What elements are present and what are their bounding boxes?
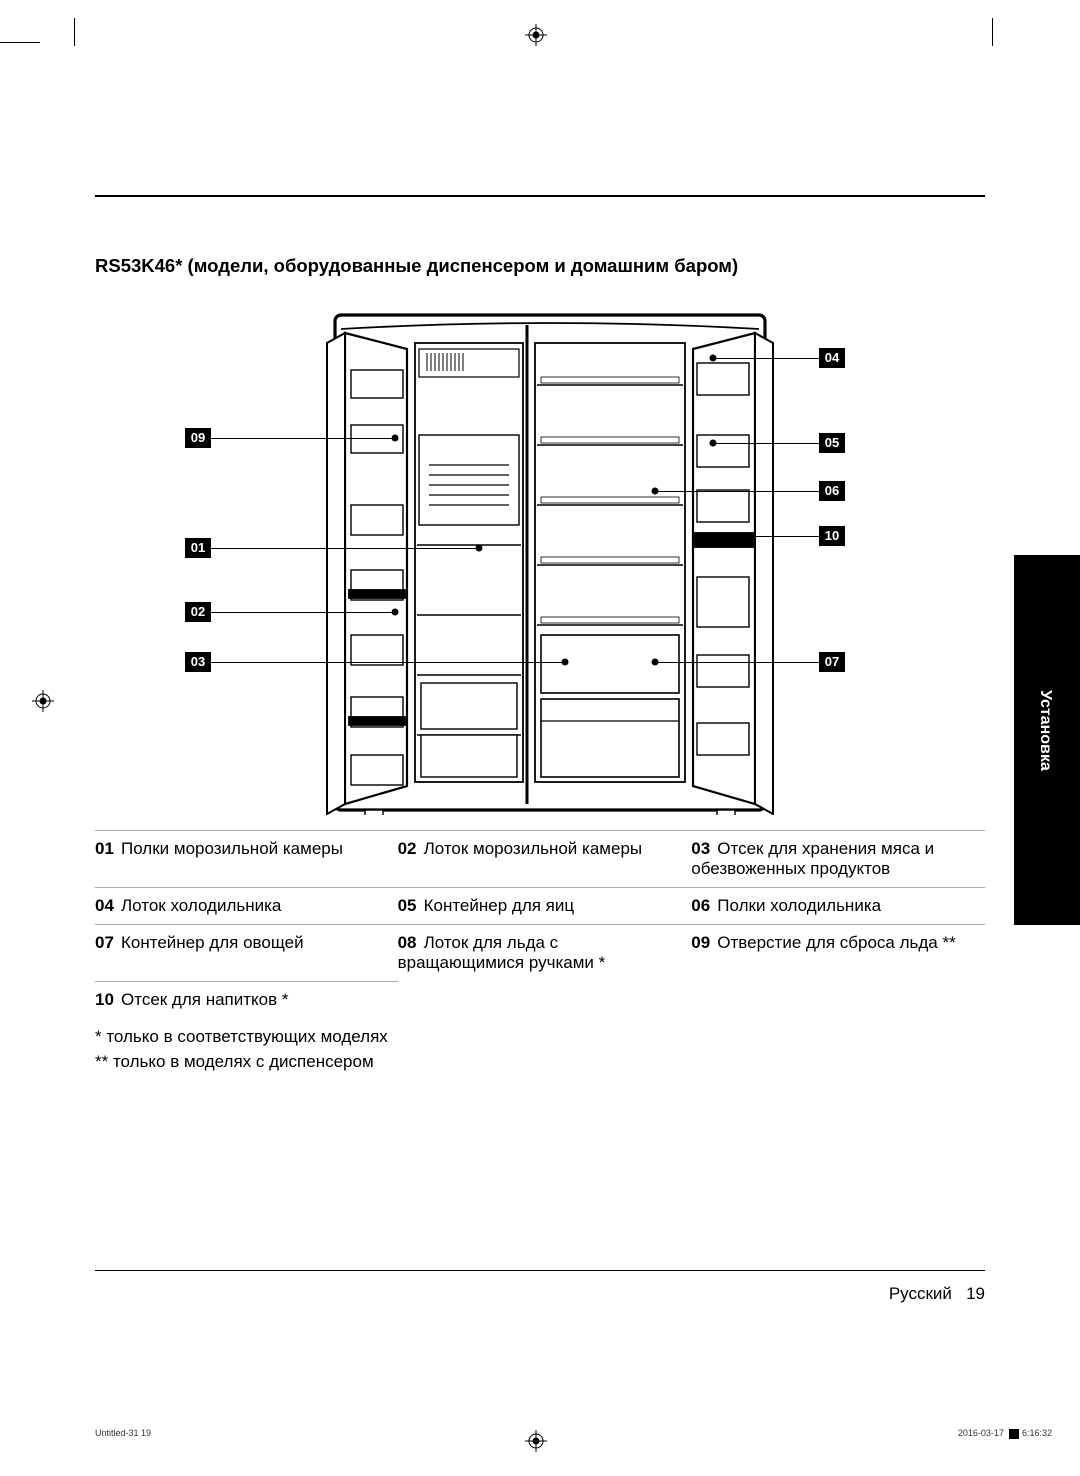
callout-07: 07 — [819, 652, 845, 672]
refrigerator-diagram: 09 01 02 03 04 05 06 10 07 — [185, 295, 845, 815]
legend-text: Лоток морозильной камеры — [424, 839, 643, 858]
legend-num: 03 — [691, 839, 717, 859]
footer-lang: Русский — [889, 1284, 952, 1303]
callout-dot — [562, 659, 569, 666]
callout-line — [655, 491, 819, 492]
callout-03: 03 — [185, 652, 211, 672]
callout-dot — [710, 440, 717, 447]
legend-num: 02 — [398, 839, 424, 859]
callout-dot — [710, 355, 717, 362]
callout-04: 04 — [819, 348, 845, 368]
callout-dot — [476, 545, 483, 552]
legend-text: Отсек для хранения мяса и обезвоженных п… — [691, 839, 934, 878]
footnotes: * только в соответствующих моделях** тол… — [95, 1024, 985, 1075]
callout-line — [211, 438, 395, 439]
callout-line — [713, 358, 819, 359]
callout-01: 01 — [185, 538, 211, 558]
legend-text: Контейнер для яиц — [424, 896, 575, 915]
legend-text: Отверстие для сброса льда ** — [717, 933, 955, 952]
crop-mark — [74, 18, 75, 46]
registration-mark-icon — [525, 1430, 547, 1452]
divider — [95, 195, 985, 197]
legend-cell: 05Контейнер для яиц — [398, 888, 692, 925]
legend-num: 09 — [691, 933, 717, 953]
section-tab: Установка — [1014, 555, 1080, 925]
crop-mark — [992, 18, 993, 46]
legend-cell — [691, 981, 985, 1018]
footnote: * только в соответствующих моделях — [95, 1024, 985, 1050]
legend-num: 07 — [95, 933, 121, 953]
page-footer: Русский 19 — [889, 1284, 985, 1304]
legend-text: Полки холодильника — [717, 896, 881, 915]
legend-text: Лоток для льда с вращающимися ручками * — [398, 933, 606, 972]
clock-icon — [1009, 1429, 1019, 1439]
footnote: ** только в моделях с диспенсером — [95, 1049, 985, 1075]
legend-text: Отсек для напитков * — [121, 990, 289, 1009]
callout-dot — [710, 533, 717, 540]
section-tab-label: Установка — [1036, 690, 1054, 771]
page: RS53K46* (модели, оборудованные диспенсе… — [95, 70, 985, 1350]
legend-cell — [398, 981, 692, 1018]
legend-cell: 08Лоток для льда с вращающимися ручками … — [398, 925, 692, 982]
legend-num: 04 — [95, 896, 121, 916]
imprint-left: Untitled-31 19 — [95, 1428, 151, 1438]
diagram-svg — [185, 295, 845, 815]
legend-cell: 01Полки морозильной камеры — [95, 831, 398, 888]
legend-text: Полки морозильной камеры — [121, 839, 343, 858]
legend-cell: 10Отсек для напитков * — [95, 981, 398, 1018]
callout-line — [211, 548, 479, 549]
crop-mark — [0, 42, 40, 43]
callout-line — [211, 612, 395, 613]
callout-02: 02 — [185, 602, 211, 622]
legend-cell: 07Контейнер для овощей — [95, 925, 398, 982]
legend-cell: 06Полки холодильника — [691, 888, 985, 925]
callout-dot — [652, 659, 659, 666]
divider — [95, 1270, 985, 1271]
legend-text: Лоток холодильника — [121, 896, 281, 915]
legend-num: 08 — [398, 933, 424, 953]
callout-line — [713, 536, 819, 537]
registration-mark-icon — [525, 24, 547, 46]
legend-num: 10 — [95, 990, 121, 1010]
callout-dot — [392, 609, 399, 616]
legend-cell: 04Лоток холодильника — [95, 888, 398, 925]
heading: RS53K46* (модели, оборудованные диспенсе… — [95, 255, 738, 277]
legend-num: 01 — [95, 839, 121, 859]
legend-text: Контейнер для овощей — [121, 933, 304, 952]
callout-05: 05 — [819, 433, 845, 453]
legend-cell: 09Отверстие для сброса льда ** — [691, 925, 985, 982]
callout-06: 06 — [819, 481, 845, 501]
legend-num: 06 — [691, 896, 717, 916]
legend-table: 01Полки морозильной камеры02Лоток морози… — [95, 830, 985, 1018]
registration-mark-icon — [32, 690, 54, 712]
callout-09: 09 — [185, 428, 211, 448]
callout-line — [211, 662, 565, 663]
legend-num: 05 — [398, 896, 424, 916]
imprint-right: 2016-03-17 6:16:32 — [958, 1428, 1052, 1439]
callout-dot — [652, 488, 659, 495]
callout-line — [655, 662, 819, 663]
legend: 01Полки морозильной камеры02Лоток морози… — [95, 830, 985, 1075]
callout-line — [713, 443, 819, 444]
footer-page: 19 — [966, 1284, 985, 1303]
legend-cell: 02Лоток морозильной камеры — [398, 831, 692, 888]
callout-dot — [392, 435, 399, 442]
legend-cell: 03Отсек для хранения мяса и обезвоженных… — [691, 831, 985, 888]
callout-10: 10 — [819, 526, 845, 546]
